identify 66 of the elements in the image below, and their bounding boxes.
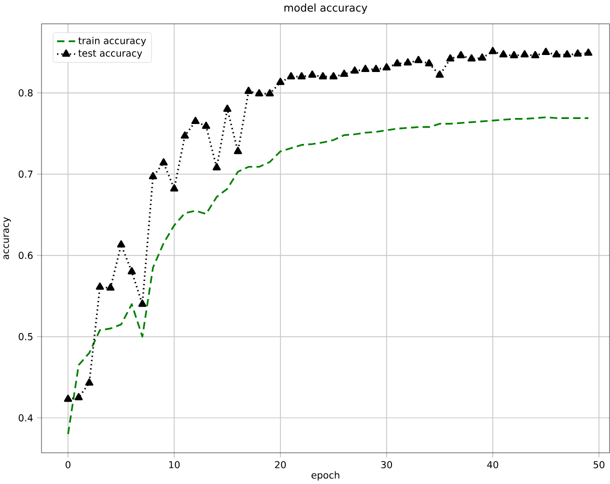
point [414,56,423,64]
legend-label: train accuracy [78,36,146,46]
point [266,89,274,96]
point [425,59,434,66]
point [276,78,284,86]
point [74,393,83,400]
point [584,48,592,56]
x-axis-title: epoch [312,471,340,480]
point [350,66,359,74]
x-tick-label: 10 [169,461,180,468]
point [436,70,444,78]
point [340,70,348,77]
point [467,54,476,62]
point [138,300,146,307]
point [308,70,316,78]
point [234,146,242,154]
point [478,53,486,61]
point [456,50,465,58]
x-tick-label: 20 [275,461,286,468]
point [563,50,572,58]
point [106,283,115,291]
point [298,72,306,80]
chart-title: model accuracy [284,4,368,14]
x-tick-label: 30 [381,461,392,468]
point [255,89,264,96]
point [191,116,200,124]
y-tick-label: 0.4 [18,414,33,422]
point [212,163,221,170]
point [531,50,540,58]
y-tick-label: 0.5 [18,333,32,340]
point [286,72,296,80]
point [499,50,508,58]
x-tick-label: 50 [594,461,604,468]
point [329,72,338,80]
point [202,122,210,129]
point [117,240,126,248]
point [85,378,94,386]
point [96,282,104,290]
point [244,86,253,94]
point [64,394,72,402]
point [223,104,232,112]
point [404,58,412,66]
x-tick-label: 0 [66,461,70,468]
point [128,267,136,274]
x-tick-label: 40 [487,461,498,468]
y-tick-label: 0.7 [18,170,32,178]
point [542,48,550,55]
point [446,54,454,62]
point [372,64,380,72]
legend-label: test accuracy [78,50,142,59]
point [510,50,518,58]
point [160,158,168,166]
point [488,46,497,54]
y-tick-label: 0.8 [18,89,33,96]
point [361,64,370,72]
point [170,184,178,192]
point [574,49,582,57]
point [318,72,327,80]
y-tick-label: 0.6 [18,252,33,259]
y-axis-title: accuracy [4,217,11,260]
point [393,59,402,66]
point [180,131,189,139]
point [520,50,529,58]
point [552,50,561,58]
point [382,63,391,70]
point [148,172,158,180]
